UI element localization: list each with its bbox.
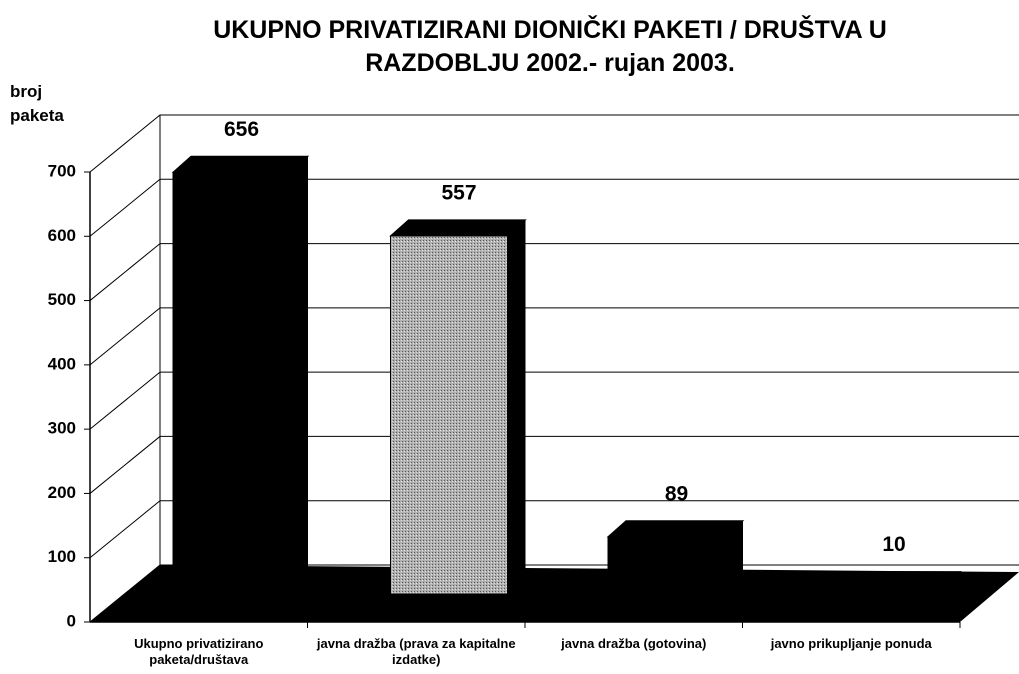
x-tick-label: javna dražba (prava za kapitalne izdatke…: [316, 636, 516, 667]
data-label: 557: [441, 181, 476, 204]
bar-side: [507, 219, 526, 594]
bar: [825, 587, 943, 595]
grid-line: [89, 435, 1019, 494]
y-tick-label: 0: [67, 611, 76, 630]
bar: [172, 171, 291, 595]
y-tick-label: 300: [48, 419, 76, 438]
grid-line: [89, 178, 1019, 237]
bar-top: [606, 520, 745, 538]
chart-title: UKUPNO PRIVATIZIRANI DIONIČKI PAKETI / D…: [213, 16, 887, 77]
y-tick-label: 400: [48, 354, 76, 373]
bar: [390, 235, 508, 595]
x-tick-label: javna dražba (gotovina): [561, 636, 707, 651]
x-tick-label: Ukupno privatizirano paketa/društava: [134, 636, 264, 667]
floor: [90, 565, 1019, 622]
data-label: 656: [224, 118, 259, 141]
data-label: 10: [882, 533, 905, 556]
grid-line: [89, 371, 1019, 430]
grid-line: [89, 114, 1019, 173]
bar-top: [171, 155, 310, 173]
y-tick-label: 200: [48, 483, 76, 502]
data-label: 89: [665, 482, 688, 505]
x-tick-label: javno prikupljanje ponuda: [770, 636, 932, 651]
grid-line: [89, 243, 1019, 301]
bar-side: [942, 571, 961, 594]
y-tick-label: 700: [48, 161, 76, 180]
bar-side: [725, 520, 743, 594]
y-tick-label: 500: [48, 290, 76, 309]
y-tick-label: 100: [48, 547, 76, 566]
bar: [607, 536, 726, 595]
grid-line: [89, 500, 1019, 559]
bar-top: [824, 571, 962, 589]
bar-top: [389, 219, 527, 237]
y-tick-label: 600: [48, 226, 76, 245]
grid-line: [89, 307, 1019, 366]
bar-side: [290, 156, 308, 595]
y-axis-label: broj paketa: [10, 82, 64, 125]
